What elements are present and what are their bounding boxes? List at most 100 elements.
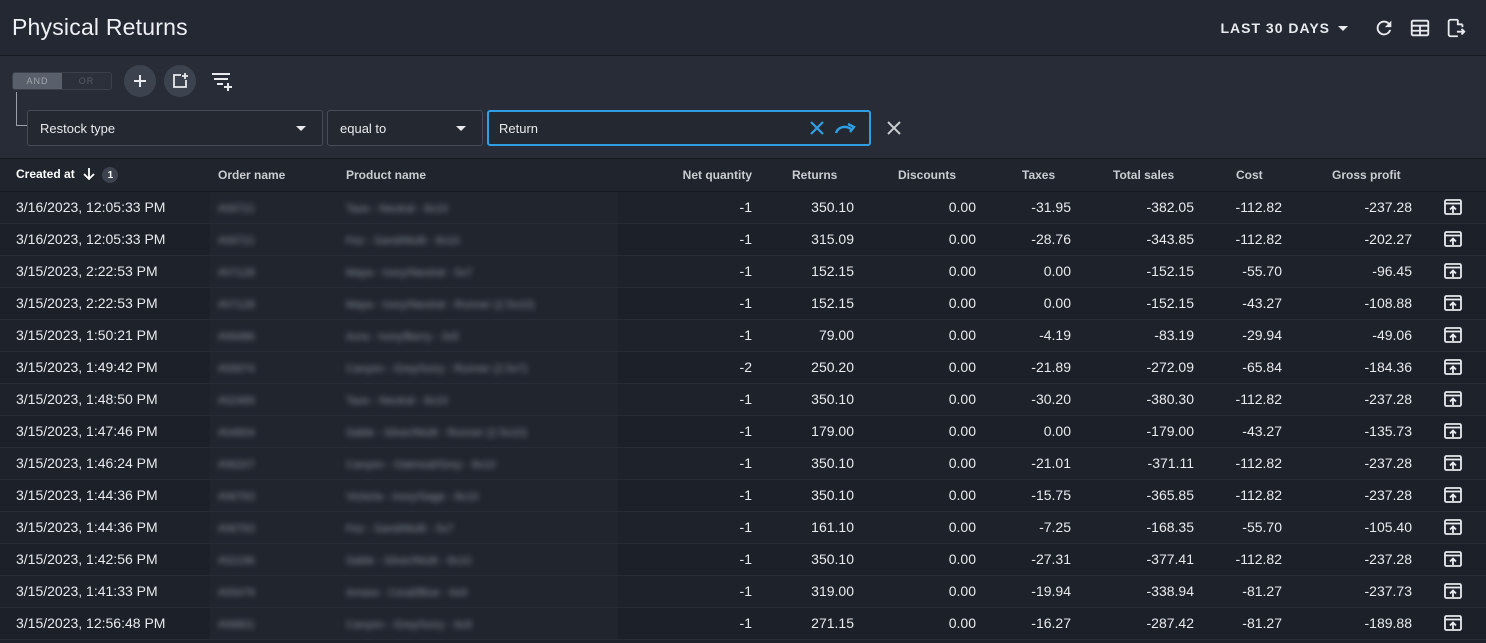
- redo-icon[interactable]: [833, 118, 859, 138]
- open-in-new-icon[interactable]: [1428, 326, 1478, 344]
- add-group-button[interactable]: [164, 65, 196, 97]
- add-filter-button[interactable]: [124, 65, 156, 97]
- cell-created-at: 3/15/2023, 1:50:21 PM: [0, 319, 210, 352]
- table-columns-icon[interactable]: [1402, 10, 1438, 46]
- cell-cost: -112.82: [1202, 383, 1290, 416]
- cell-taxes: 0.00: [984, 255, 1079, 288]
- filter-tree-connector: [16, 92, 28, 126]
- cell-net-quantity: -1: [618, 575, 760, 608]
- cell-order-name: #06763: [210, 479, 338, 512]
- column-header-net-quantity[interactable]: Net quantity: [618, 159, 760, 192]
- cell-order-name-text: #02196: [218, 555, 255, 567]
- export-icon[interactable]: [1438, 10, 1474, 46]
- cell-net-quantity: -1: [618, 319, 760, 352]
- cell-created-at: 3/15/2023, 2:22:53 PM: [0, 287, 210, 320]
- remove-filter-icon[interactable]: [884, 118, 904, 141]
- cell-total-sales: -338.94: [1079, 575, 1202, 608]
- open-in-new-icon[interactable]: [1428, 198, 1478, 216]
- column-header-actions: [1420, 159, 1486, 192]
- date-range-label: LAST 30 DAYS: [1220, 20, 1330, 36]
- column-header-order-name[interactable]: Order name: [210, 159, 338, 192]
- open-in-new-icon[interactable]: [1428, 390, 1478, 408]
- field-select[interactable]: Restock type: [27, 110, 323, 146]
- cell-net-quantity: -1: [618, 287, 760, 320]
- cell-discounts: 0.00: [862, 287, 984, 320]
- table-row[interactable]: 3/15/2023, 1:44:36 PM #06763 Fez - Sand/Mu…: [0, 511, 1486, 544]
- column-header-gross-profit[interactable]: Gross profit: [1290, 159, 1420, 192]
- cell-gross-profit: -237.28: [1290, 383, 1420, 416]
- table-row[interactable]: 3/15/2023, 1:41:33 PM #05479 Amara - Coral…: [0, 575, 1486, 608]
- cell-taxes: -27.31: [984, 543, 1079, 576]
- cell-net-quantity: -1: [618, 191, 760, 224]
- cell-discounts: 0.00: [862, 511, 984, 544]
- cell-product-name: Fez - Sand/Multi - 8x10: [338, 223, 618, 256]
- open-in-new-icon[interactable]: [1428, 422, 1478, 440]
- column-header-created-at[interactable]: Created at 1: [0, 159, 210, 192]
- open-in-new-icon[interactable]: [1428, 550, 1478, 568]
- cell-total-sales: -377.41: [1079, 543, 1202, 576]
- open-in-new-icon[interactable]: [1428, 518, 1478, 536]
- open-in-new-icon[interactable]: [1428, 486, 1478, 504]
- cell-cost: -112.82: [1202, 223, 1290, 256]
- cell-product-name: Taos - Neutral - 8x10: [338, 383, 618, 416]
- cell-actions: [1420, 287, 1486, 320]
- table-row[interactable]: 3/15/2023, 2:22:53 PM #07128 Maya - Ivory/…: [0, 255, 1486, 288]
- column-header-discounts[interactable]: Discounts: [862, 159, 984, 192]
- cell-product-name-text: Fez - Sand/Multi - 8x10: [346, 235, 460, 247]
- cell-product-name: Sable - Silver/Multi - Runner (2.5x10): [338, 415, 618, 448]
- cell-order-name-text: #07128: [218, 299, 255, 311]
- open-in-new-icon[interactable]: [1428, 582, 1478, 600]
- open-in-new-icon[interactable]: [1428, 230, 1478, 248]
- filter-value-input[interactable]: [499, 120, 799, 136]
- open-in-new-icon[interactable]: [1428, 358, 1478, 376]
- cell-net-quantity: -1: [618, 607, 760, 640]
- filter-list-add-icon[interactable]: [210, 70, 234, 95]
- table-row[interactable]: 3/16/2023, 12:05:33 PM #09721 Fez - Sand/M…: [0, 223, 1486, 256]
- filter-value-field[interactable]: [487, 110, 871, 146]
- cell-cost: -81.27: [1202, 575, 1290, 608]
- cell-product-name-text: Sable - Silver/Multi - Runner (2.5x10): [346, 427, 527, 439]
- cell-order-name: #02469: [210, 383, 338, 416]
- table-row[interactable]: 3/15/2023, 1:46:24 PM #06207 Canyon - Oatm…: [0, 447, 1486, 480]
- table-row[interactable]: 3/16/2023, 12:05:33 PM #09721 Taos - Neutr…: [0, 191, 1486, 224]
- cell-gross-profit: -237.28: [1290, 479, 1420, 512]
- cell-product-name: Azra - Ivory/Berry - 3x5: [338, 319, 618, 352]
- cell-product-name-text: Sable - Silver/Multi - 8x10: [346, 555, 472, 567]
- table-row[interactable]: 3/15/2023, 1:49:42 PM #05674 Canyon - Grey…: [0, 351, 1486, 384]
- cell-net-quantity: -1: [618, 255, 760, 288]
- clear-icon[interactable]: [807, 118, 827, 138]
- cell-discounts: 0.00: [862, 223, 984, 256]
- operator-select[interactable]: equal to: [327, 110, 483, 146]
- open-in-new-icon[interactable]: [1428, 294, 1478, 312]
- cell-returns: 350.10: [760, 383, 862, 416]
- cell-product-name-text: Canyon - Oatmeal/Grey - 8x10: [346, 459, 496, 471]
- and-option[interactable]: AND: [13, 73, 62, 89]
- cell-actions: [1420, 575, 1486, 608]
- table-row[interactable]: 3/15/2023, 12:56:48 PM #06801 Canyon - Gre…: [0, 607, 1486, 640]
- open-in-new-icon[interactable]: [1428, 454, 1478, 472]
- cell-order-name-text: #09721: [218, 203, 255, 215]
- date-range-dropdown[interactable]: LAST 30 DAYS: [1220, 20, 1348, 36]
- table-row[interactable]: 3/15/2023, 1:50:21 PM #06486 Azra - Ivory/…: [0, 319, 1486, 352]
- table-row[interactable]: 3/15/2023, 1:47:46 PM #04904 Sable - Silve…: [0, 415, 1486, 448]
- and-or-toggle[interactable]: AND OR: [12, 72, 112, 90]
- cell-order-name-text: #02469: [218, 395, 255, 407]
- or-option[interactable]: OR: [62, 73, 111, 89]
- cell-cost: -112.82: [1202, 543, 1290, 576]
- cell-order-name: #06207: [210, 447, 338, 480]
- cell-product-name: Maya - Ivory/Neutral - Runner (2.5x10): [338, 287, 618, 320]
- column-header-cost[interactable]: Cost: [1202, 159, 1290, 192]
- open-in-new-icon[interactable]: [1428, 262, 1478, 280]
- column-header-returns[interactable]: Returns: [760, 159, 862, 192]
- refresh-icon[interactable]: [1366, 10, 1402, 46]
- table-row[interactable]: 3/15/2023, 1:48:50 PM #02469 Taos - Neutra…: [0, 383, 1486, 416]
- table-row[interactable]: 3/15/2023, 1:44:36 PM #06763 Victoria - Iv…: [0, 479, 1486, 512]
- column-header-total-sales[interactable]: Total sales: [1079, 159, 1202, 192]
- cell-discounts: 0.00: [862, 351, 984, 384]
- cell-order-name: #06486: [210, 319, 338, 352]
- column-header-product-name[interactable]: Product name: [338, 159, 618, 192]
- column-header-taxes[interactable]: Taxes: [984, 159, 1079, 192]
- table-row[interactable]: 3/15/2023, 1:42:56 PM #02196 Sable - Silve…: [0, 543, 1486, 576]
- table-row[interactable]: 3/15/2023, 2:22:53 PM #07128 Maya - Ivory/…: [0, 287, 1486, 320]
- open-in-new-icon[interactable]: [1428, 614, 1478, 632]
